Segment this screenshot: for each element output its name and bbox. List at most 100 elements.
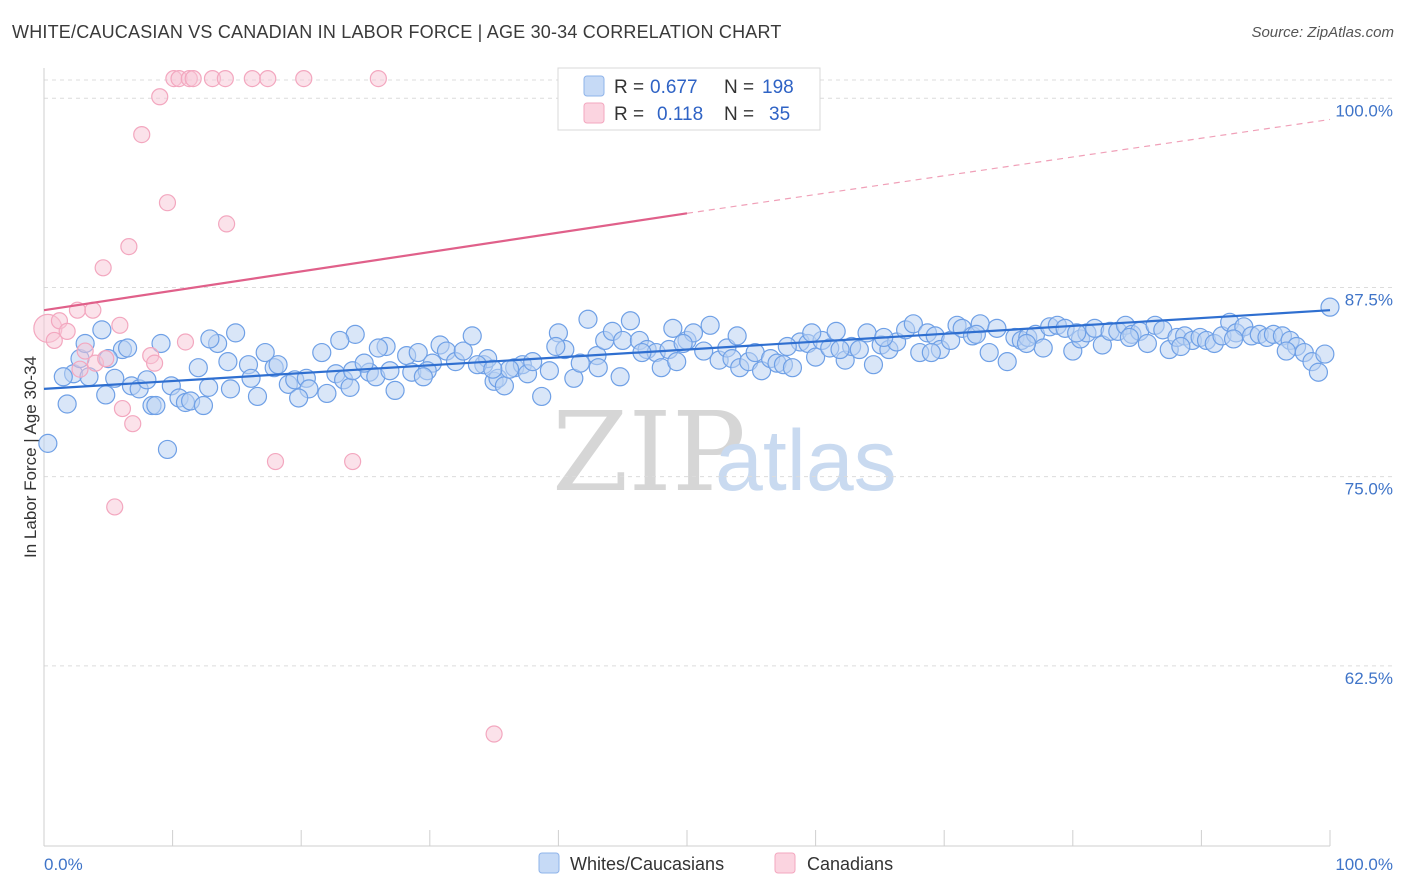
point-whites (92, 320, 112, 340)
point-whites (117, 338, 138, 358)
point-whites (694, 341, 714, 361)
y-tick-labels: 62.5% 75.0% 87.5% 100.0% (1335, 101, 1393, 688)
point-whites (979, 342, 999, 363)
point-whites (849, 339, 869, 360)
point-whites (368, 338, 388, 358)
series-whites-points (38, 297, 1340, 460)
legend-r-value-whites: 0.677 (650, 77, 698, 98)
watermark-zip: ZIP (552, 388, 746, 516)
source-credit: Source: ZipAtlas.com (1251, 24, 1394, 41)
point-whites (193, 395, 214, 416)
legend: R = 0.677 N = 198 R = 0.118 N = 35 (557, 67, 821, 131)
point-canadians (45, 331, 63, 350)
point-whites (268, 355, 288, 375)
legend-n-value-canadians: 35 (769, 104, 790, 125)
point-whites (57, 394, 77, 414)
y-axis-label: In Labor Force | Age 30-34 (21, 356, 40, 558)
point-whites (199, 377, 219, 397)
point-whites (385, 380, 405, 401)
point-whites (453, 341, 473, 361)
bottom-legend-swatch-canadians (774, 852, 796, 874)
point-whites (903, 314, 923, 334)
bottom-legend: Whites/Caucasians Canadians (538, 852, 893, 874)
point-whites (1085, 318, 1105, 338)
x-ticks (43, 830, 1331, 846)
point-canadians (266, 452, 285, 471)
point-whites (483, 359, 503, 379)
point-canadians (106, 498, 124, 516)
point-canadians (176, 333, 195, 351)
y-tick-label: 100.0% (1335, 101, 1393, 120)
point-whites (462, 326, 482, 346)
watermark-atlas: atlas (715, 413, 897, 509)
point-whites (863, 355, 884, 375)
point-whites (539, 361, 559, 381)
point-whites (830, 339, 850, 360)
point-whites (546, 336, 566, 357)
bottom-legend-label-canadians: Canadians (807, 854, 893, 874)
point-whites (241, 368, 261, 388)
point-whites (255, 342, 275, 363)
point-whites (1137, 333, 1157, 354)
point-canadians (369, 69, 387, 88)
point-whites (610, 367, 630, 387)
point-canadians (259, 69, 277, 88)
point-whites (663, 318, 683, 338)
legend-swatch-canadians (583, 102, 605, 124)
bottom-legend-label-whites: Whites/Caucasians (570, 854, 724, 874)
point-whites (289, 388, 309, 408)
legend-swatch-whites (583, 75, 605, 97)
point-whites (137, 370, 157, 390)
point-whites (997, 352, 1017, 372)
point-canadians (485, 725, 503, 743)
point-whites (673, 333, 693, 354)
point-canadians (184, 69, 202, 88)
point-canadians (113, 399, 132, 418)
point-whites (408, 342, 428, 363)
x-tick-label-max: 100.0% (1335, 855, 1393, 874)
point-canadians (133, 125, 151, 144)
point-whites (802, 323, 822, 343)
trend-line-whites (43, 309, 1331, 390)
point-whites (782, 358, 803, 378)
point-whites (523, 352, 543, 372)
trend-lines (43, 118, 1331, 390)
point-whites (987, 318, 1007, 338)
point-whites (151, 333, 171, 354)
point-whites (1276, 341, 1296, 361)
point-whites (247, 386, 268, 407)
y-tick-label: 62.5% (1345, 669, 1393, 688)
point-whites (1320, 297, 1340, 317)
point-whites (200, 329, 220, 349)
point-whites (966, 324, 986, 344)
point-whites (53, 367, 73, 387)
point-whites (96, 385, 116, 405)
point-whites (1315, 344, 1335, 364)
point-canadians (216, 69, 234, 88)
point-canadians (218, 215, 236, 233)
y-tick-label: 75.0% (1345, 480, 1393, 499)
point-whites (578, 309, 598, 329)
legend-n-label-canadians: N = (724, 104, 754, 125)
point-canadians (58, 322, 76, 340)
point-whites (380, 361, 400, 381)
legend-n-label-whites: N = (724, 77, 754, 98)
point-whites (188, 358, 208, 378)
point-whites (613, 330, 633, 351)
point-whites (777, 336, 797, 357)
point-whites (1016, 333, 1037, 354)
series-canadians-points (33, 69, 503, 743)
point-whites (312, 342, 332, 363)
point-canadians (120, 238, 138, 256)
bottom-legend-swatch-whites (538, 852, 560, 874)
trend-line-canadians (43, 212, 688, 312)
point-canadians (97, 350, 115, 368)
point-canadians (295, 69, 313, 88)
trend-line-canadians-extrapolated (686, 118, 1331, 214)
point-whites (667, 352, 687, 372)
point-whites (340, 377, 360, 397)
legend-r-label-whites: R = (614, 77, 644, 98)
point-whites (532, 386, 552, 407)
point-whites (1223, 329, 1244, 349)
